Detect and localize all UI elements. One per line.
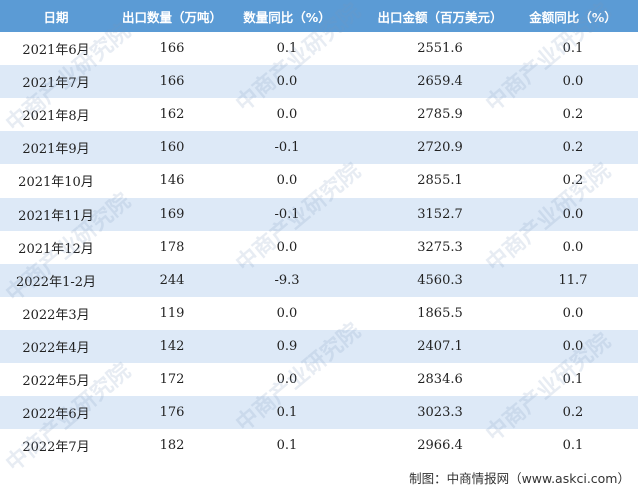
- table-cell: 0.0: [276, 305, 298, 321]
- table-cell: 2021年6月: [22, 43, 90, 59]
- table-cell: 2720.9: [417, 140, 463, 156]
- table-row: 2021年9月 160 -0.1 2720.9 0.2: [0, 131, 638, 165]
- table-cell: 0.1: [276, 41, 298, 57]
- table-cell: 2021年9月: [22, 142, 90, 158]
- table-header: 日期 出口数量（万吨） 数量同比（%） 出口金额（百万美元） 金额同比（%）: [0, 0, 638, 32]
- table-row: 2022年7月 182 0.1 2966.4 0.1: [0, 429, 638, 462]
- table-cell: 0.1: [276, 405, 298, 421]
- table-cell: 3152.7: [417, 206, 463, 222]
- table-row: 2022年6月 176 0.1 3023.3 0.2: [0, 396, 638, 430]
- table-cell: 2407.1: [417, 338, 463, 354]
- header-cell: 出口数量（万吨）: [121, 9, 222, 25]
- table-cell: 142: [159, 338, 185, 354]
- header-cell: 出口金额（百万美元）: [377, 9, 503, 25]
- table-cell: 162: [159, 107, 185, 123]
- table-cell: 11.7: [558, 272, 588, 288]
- table-cell: 0.1: [562, 41, 584, 57]
- table-cell: 0.2: [562, 140, 584, 156]
- table-cell: 146: [159, 173, 185, 189]
- table-cell: 0.0: [562, 338, 584, 354]
- table-cell: 2966.4: [417, 438, 463, 454]
- table-cell: 166: [159, 74, 185, 90]
- table-cell: 0.1: [276, 438, 298, 454]
- table-cell: 2785.9: [417, 107, 463, 123]
- table-cell: 2021年10月: [18, 175, 94, 191]
- table-cell: 2021年12月: [18, 241, 94, 257]
- table-row: 2021年8月 162 0.0 2785.9 0.2: [0, 98, 638, 131]
- table-row: 2021年7月 166 0.0 2659.4 0.0: [0, 65, 638, 99]
- table-cell: 2855.1: [417, 173, 463, 189]
- table-cell: 2022年7月: [22, 440, 90, 456]
- table-cell: 2659.4: [417, 74, 463, 90]
- table-cell: 160: [159, 140, 185, 156]
- table-cell: 0.0: [276, 107, 298, 123]
- table-row: 2022年4月 142 0.9 2407.1 0.0: [0, 329, 638, 363]
- table-row: 2021年6月 166 0.1 2551.6 0.1: [0, 32, 638, 65]
- table-row: 2022年1-2月 244 -9.3 4560.3 11.7: [0, 263, 638, 297]
- table-cell: 166: [159, 41, 185, 57]
- table-cell: 2021年7月: [22, 76, 90, 92]
- table-cell: 2551.6: [417, 41, 463, 57]
- table-cell: 2021年8月: [22, 109, 90, 125]
- table-cell: 3275.3: [417, 239, 463, 255]
- table-cell: 178: [159, 239, 185, 255]
- table-cell: 0.2: [562, 405, 584, 421]
- table-cell: 172: [159, 372, 185, 388]
- table-row: 2021年11月 169 -0.1 3152.7 0.0: [0, 197, 638, 231]
- table-cell: 0.2: [562, 173, 584, 189]
- table-row: 2021年12月 178 0.0 3275.3 0.0: [0, 231, 638, 264]
- table-cell: 0.0: [562, 206, 584, 222]
- table-cell: 2022年1-2月: [15, 274, 97, 290]
- table-cell: 2022年5月: [22, 374, 90, 390]
- table-cell: 2021年11月: [18, 208, 94, 224]
- table-cell: 244: [159, 272, 185, 288]
- table-cell: 2834.6: [417, 372, 463, 388]
- table-cell: 0.0: [562, 74, 584, 90]
- table-cell: 0.0: [276, 372, 298, 388]
- table-row: 2022年5月 172 0.0 2834.6 0.1: [0, 363, 638, 396]
- table-cell: 119: [159, 305, 185, 321]
- table-cell: 4560.3: [417, 272, 463, 288]
- table-cell: 3023.3: [417, 405, 463, 421]
- table-cell: -0.1: [274, 140, 300, 156]
- table-cell: 1865.5: [417, 305, 463, 321]
- table-row: 2022年3月 119 0.0 1865.5 0.0: [0, 297, 638, 330]
- table-cell: 0.0: [562, 305, 584, 321]
- table-cell: 0.0: [276, 239, 298, 255]
- header-cell: 日期: [43, 9, 69, 25]
- table-row: 2021年10月 146 0.0 2855.1 0.2: [0, 164, 638, 197]
- table-cell: 0.2: [562, 107, 584, 123]
- table-cell: 2022年4月: [22, 340, 90, 356]
- table-cell: -9.3: [274, 272, 300, 288]
- header-cell: 金额同比（%）: [529, 9, 617, 25]
- table-cell: 0.0: [276, 173, 298, 189]
- table-cell: 0.1: [562, 372, 584, 388]
- table-cell: 169: [159, 206, 185, 222]
- table-cell: 2022年3月: [22, 307, 90, 323]
- source-note: 制图：中商情报网（www.askci.com）: [409, 471, 630, 486]
- table-cell: 2022年6月: [22, 407, 90, 423]
- table-cell: 0.0: [276, 74, 298, 90]
- table-cell: 176: [159, 405, 185, 421]
- header-cell: 数量同比（%）: [243, 9, 331, 25]
- table-cell: 0.0: [562, 239, 584, 255]
- table-cell: 0.9: [276, 338, 298, 354]
- table-cell: 182: [159, 438, 185, 454]
- table-cell: -0.1: [274, 206, 300, 222]
- table-cell: 0.1: [562, 438, 584, 454]
